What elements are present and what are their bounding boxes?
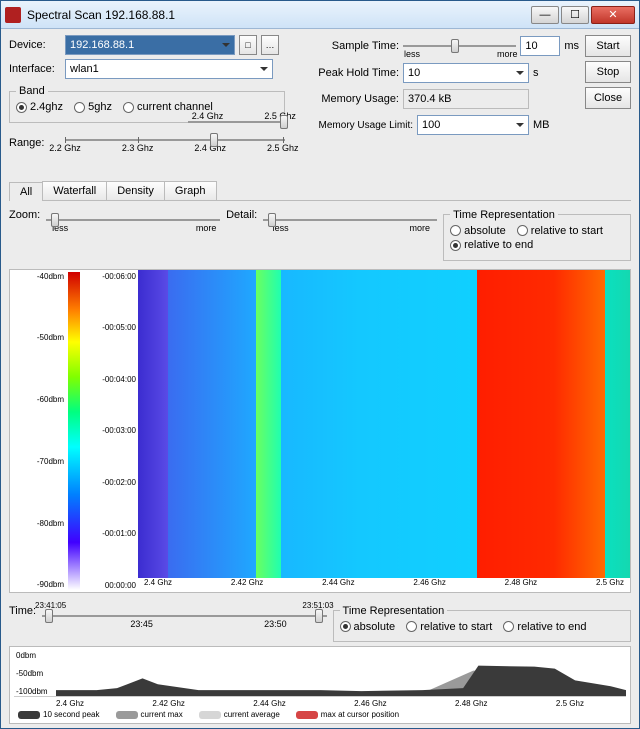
sample-slider[interactable]: less more (403, 35, 516, 57)
start-button[interactable]: Start (585, 35, 631, 57)
minimize-button[interactable]: — (531, 6, 559, 24)
zoom-label: Zoom: (9, 209, 40, 221)
zoom-slider[interactable]: less more (46, 209, 220, 233)
stop-button[interactable]: Stop (585, 61, 631, 83)
band-legend: Band (16, 85, 48, 97)
titlebar[interactable]: Spectral Scan 192.168.88.1 — ☐ ✕ (1, 1, 639, 29)
device-browse-button[interactable]: … (261, 35, 279, 55)
timerep-abs[interactable]: absolute (450, 225, 506, 237)
peak-label: Peak Hold Time: (303, 67, 399, 79)
waterfall-dbm-axis: -40dbm-50dbm-60dbm-70dbm-80dbm-90dbm (10, 270, 66, 592)
time-slider[interactable]: 23:41:05 23:51:03 23:45 23:50 (42, 605, 326, 629)
detail-slider[interactable]: less more (263, 209, 437, 233)
peak-combo[interactable]: 10 (403, 63, 529, 83)
device-label: Device: (9, 39, 61, 51)
close-button[interactable]: Close (585, 87, 631, 109)
interface-label: Interface: (9, 63, 61, 75)
mem-label: Memory Usage: (303, 93, 399, 105)
detail-label: Detail: (226, 209, 257, 221)
timerep-relstart[interactable]: relative to start (517, 225, 603, 237)
sample-value[interactable]: 10 (520, 36, 560, 56)
waterfall-xaxis: 2.4 Ghz2.42 Ghz2.44 Ghz2.46 Ghz2.48 Ghz2… (138, 578, 630, 592)
sample-unit: ms (564, 40, 579, 52)
band-5-radio[interactable]: 5ghz (74, 101, 112, 113)
timerep-relend[interactable]: relative to end (450, 239, 533, 251)
waterfall-canvas (138, 270, 630, 578)
range-lower-slider[interactable]: 2.2 Ghz 2.3 Ghz 2.4 Ghz 2.5 Ghz (65, 129, 285, 153)
timerep-lower: Time Representation absolute relative to… (333, 605, 631, 643)
peak-unit: s (533, 67, 539, 79)
window-title: Spectral Scan 192.168.88.1 (27, 8, 529, 22)
device-clear-button[interactable]: □ (239, 35, 257, 55)
close-window-button[interactable]: ✕ (591, 6, 635, 24)
waterfall-chart: -40dbm-50dbm-60dbm-70dbm-80dbm-90dbm -00… (9, 269, 631, 593)
timerep2-abs[interactable]: absolute (340, 621, 396, 633)
content: Device: 192.168.88.1 □ … Interface: wlan… (1, 29, 639, 728)
tab-all[interactable]: All (9, 182, 43, 201)
sample-label: Sample Time: (303, 40, 399, 52)
tabs: All Waterfall Density Graph (9, 181, 631, 201)
memlim-combo[interactable]: 100 (417, 115, 529, 135)
time-label: Time: (9, 605, 36, 617)
timerep2-relstart[interactable]: relative to start (406, 621, 492, 633)
app-icon (5, 7, 21, 23)
window: Spectral Scan 192.168.88.1 — ☐ ✕ Device:… (0, 0, 640, 729)
waterfall-time-axis: -00:06:00-00:05:00-00:04:00-00:03:00-00:… (82, 270, 138, 592)
range-upper-slider[interactable]: 2.4 Ghz 2.5 Ghz (188, 113, 285, 131)
tab-density[interactable]: Density (106, 181, 165, 200)
maximize-button[interactable]: ☐ (561, 6, 589, 24)
signal-panel: 0dbm -50dbm -100dbm 2.4 Ghz2.42 Ghz2.44 … (9, 646, 631, 724)
device-combo[interactable]: 192.168.88.1 (65, 35, 235, 55)
timerep2-relend[interactable]: relative to end (503, 621, 586, 633)
signal-chart: 0dbm -50dbm -100dbm (14, 651, 626, 697)
mem-value: 370.4 kB (403, 89, 529, 109)
band-24-radio[interactable]: 2.4ghz (16, 101, 63, 113)
memlim-label: Memory Usage Limit: (303, 120, 413, 131)
signal-xaxis: 2.4 Ghz2.42 Ghz2.44 Ghz2.46 Ghz2.48 Ghz2… (14, 699, 626, 710)
timerep-upper: Time Representation absolute relative to… (443, 209, 631, 261)
tab-graph[interactable]: Graph (164, 181, 217, 200)
tab-waterfall[interactable]: Waterfall (42, 181, 107, 200)
memlim-unit: MB (533, 119, 550, 131)
color-scale (68, 272, 80, 590)
signal-legend: 10 second peak current max current avera… (14, 710, 626, 719)
interface-combo[interactable]: wlan1 (65, 59, 273, 79)
